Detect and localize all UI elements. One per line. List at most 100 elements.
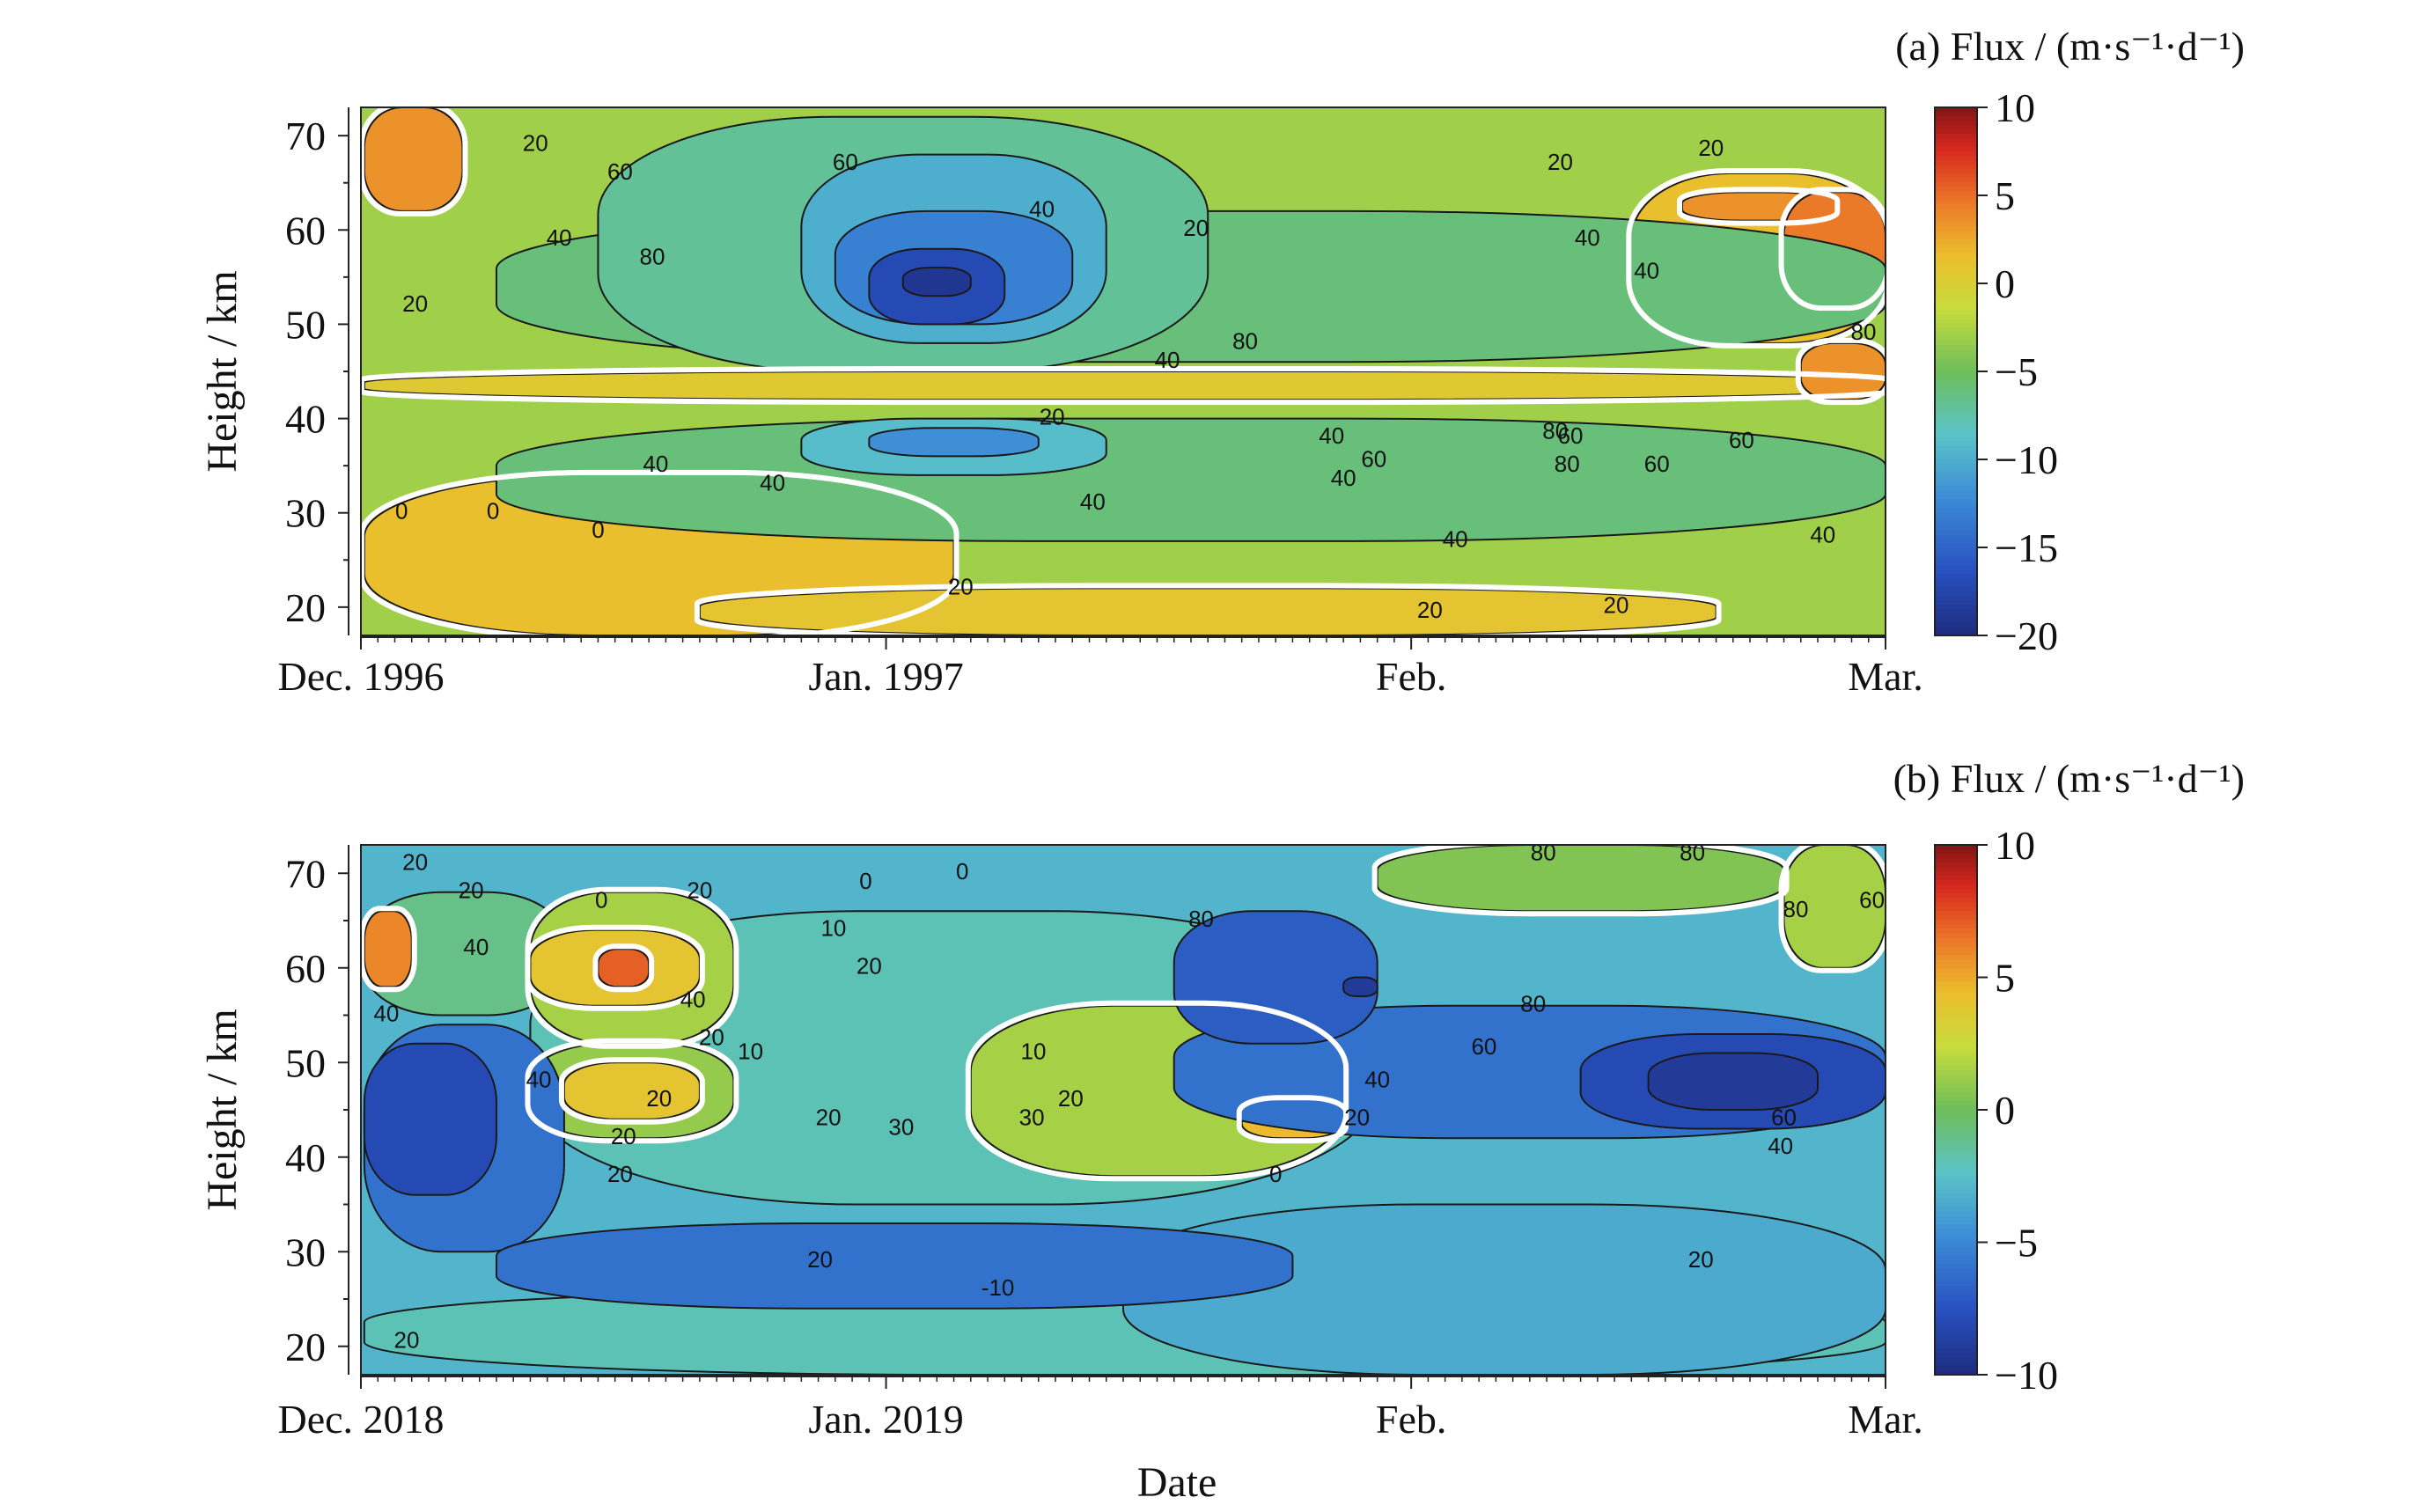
colorbar-segment xyxy=(1935,389,1977,394)
contour-label: 60 xyxy=(1644,451,1670,477)
colorbar-segment xyxy=(1935,1325,1977,1332)
contour-label: 80 xyxy=(1520,991,1546,1017)
colorbar-segment xyxy=(1935,517,1977,522)
x-tick-label: Jan. 1997 xyxy=(808,654,963,699)
colorbar-segment xyxy=(1935,1189,1977,1195)
contour-label: 20 xyxy=(393,1326,419,1353)
colorbar-segment xyxy=(1935,178,1977,183)
colorbar-segment xyxy=(1935,631,1977,636)
panel-a-y-axis-title: Height / km xyxy=(199,270,246,472)
x-tick-label: Mar. xyxy=(1848,1397,1923,1442)
flux-region xyxy=(1173,910,1378,1045)
colorbar-segment xyxy=(1935,182,1977,187)
contour-label: 0 xyxy=(595,886,607,913)
x-tick-label: Mar. xyxy=(1848,654,1923,699)
colorbar-segment xyxy=(1935,854,1977,860)
colorbar-segment xyxy=(1935,1246,1977,1252)
contour-label: 20 xyxy=(607,1161,633,1187)
colorbar-segment xyxy=(1935,107,1977,113)
contour-label: 60 xyxy=(1729,427,1754,453)
zero-flux-contour xyxy=(1778,840,1891,973)
colorbar-segment xyxy=(1935,319,1977,324)
colorbar-segment xyxy=(1935,429,1977,434)
colorbar-segment xyxy=(1935,845,1977,851)
colorbar-segment xyxy=(1935,345,1977,350)
colorbar-segment xyxy=(1935,565,1977,570)
contour-label: 0 xyxy=(487,498,499,525)
contour-label: 80 xyxy=(640,243,665,269)
colorbar-segment xyxy=(1935,1123,1977,1129)
colorbar-segment xyxy=(1935,1132,1977,1138)
contour-label: 60 xyxy=(1471,1033,1496,1060)
y-tick-label: 50 xyxy=(285,1040,326,1085)
flux-region xyxy=(1342,976,1378,997)
colorbar-segment xyxy=(1935,1180,1977,1186)
colorbar-segment xyxy=(1935,871,1977,877)
colorbar-segment xyxy=(1935,253,1977,258)
colorbar-segment xyxy=(1935,402,1977,407)
colorbar-segment xyxy=(1935,609,1977,614)
colorbar-segment xyxy=(1935,1352,1977,1358)
contour-label: 40 xyxy=(1443,526,1468,553)
colorbar-segment xyxy=(1935,143,1977,148)
contour-label: 20 xyxy=(459,877,484,904)
colorbar-tick-label: −5 xyxy=(1995,349,2038,394)
colorbar-segment xyxy=(1935,1100,1977,1106)
colorbar-segment xyxy=(1935,1025,1977,1031)
contour-label: 20 xyxy=(1183,215,1209,241)
colorbar-segment xyxy=(1935,437,1977,443)
colorbar-segment xyxy=(1935,508,1977,513)
flux-region xyxy=(495,417,1886,542)
colorbar-segment xyxy=(1935,981,1977,987)
colorbar-segment xyxy=(1935,138,1977,143)
zero-flux-contour xyxy=(1795,337,1892,406)
contour-label: 20 xyxy=(402,290,428,317)
colorbar-segment xyxy=(1935,1105,1977,1111)
colorbar-segment xyxy=(1935,1295,1977,1301)
zero-flux-contour xyxy=(1778,187,1891,311)
colorbar-segment xyxy=(1935,915,1977,921)
colorbar-segment xyxy=(1935,244,1977,249)
colorbar-segment xyxy=(1935,1233,1977,1239)
colorbar-segment xyxy=(1935,1339,1977,1345)
contour-label: 80 xyxy=(1542,418,1568,444)
colorbar-segment xyxy=(1935,314,1977,319)
colorbar-segment xyxy=(1935,942,1977,948)
colorbar-segment xyxy=(1935,1317,1977,1323)
colorbar-segment xyxy=(1935,459,1977,465)
colorbar-segment xyxy=(1935,534,1977,539)
colorbar-segment xyxy=(1935,393,1977,399)
flux-region xyxy=(1376,844,1785,913)
colorbar-segment xyxy=(1935,600,1977,606)
colorbar-segment xyxy=(1935,937,1977,943)
colorbar-segment xyxy=(1935,235,1977,240)
panel-b-y-axis: 20 30 40 50 60 70 xyxy=(285,845,349,1375)
colorbar-segment xyxy=(1935,1127,1977,1134)
colorbar-segment xyxy=(1935,1312,1977,1318)
zero-flux-contour xyxy=(558,1057,705,1125)
colorbar-segment xyxy=(1935,451,1977,456)
contour-label: 40 xyxy=(680,986,706,1012)
colorbar-segment xyxy=(1935,323,1977,328)
flux-region xyxy=(363,371,1886,401)
contour-label: 0 xyxy=(592,517,604,543)
colorbar-segment xyxy=(1935,147,1977,152)
colorbar-segment xyxy=(1935,1334,1977,1340)
colorbar-segment xyxy=(1935,583,1977,588)
colorbar-segment xyxy=(1935,1034,1977,1040)
colorbar-segment xyxy=(1935,310,1977,315)
contour-label: 20 xyxy=(1604,592,1629,619)
colorbar-tick-label: 5 xyxy=(1995,956,2015,1001)
contour-label: 20 xyxy=(856,953,882,980)
contour-label: 40 xyxy=(1575,224,1600,251)
contour-label: 60 xyxy=(833,149,858,175)
colorbar-segment xyxy=(1935,1343,1977,1349)
colorbar-segment xyxy=(1935,371,1977,377)
colorbar-segment xyxy=(1935,160,1977,165)
contour-label: 20 xyxy=(1688,1246,1714,1273)
colorbar-segment xyxy=(1935,490,1977,495)
panel-b-title: (b) Flux / (m·s⁻¹·d⁻¹) xyxy=(1893,756,2245,801)
contour-label: 0 xyxy=(859,868,871,894)
